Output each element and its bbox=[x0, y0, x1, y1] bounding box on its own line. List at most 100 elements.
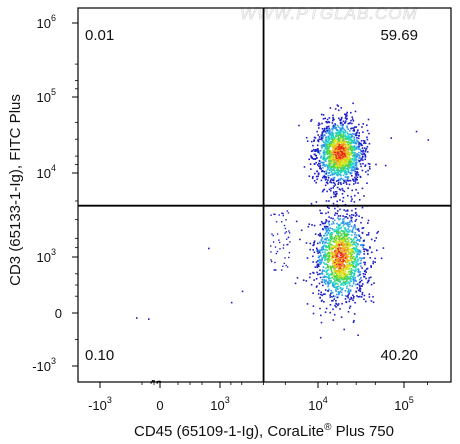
event-dot bbox=[320, 155, 322, 158]
event-dot bbox=[340, 291, 343, 294]
event-dot bbox=[332, 159, 335, 161]
event-dot bbox=[338, 244, 340, 247]
event-dot bbox=[334, 207, 336, 210]
event-dot bbox=[345, 118, 348, 120]
event-dot bbox=[329, 133, 331, 136]
event-dot bbox=[322, 175, 325, 178]
event-dot bbox=[349, 290, 352, 293]
event-dot bbox=[351, 158, 354, 160]
event-dot bbox=[338, 277, 341, 280]
event-dot bbox=[355, 265, 358, 267]
event-dot bbox=[346, 137, 349, 139]
event-dot bbox=[366, 267, 369, 270]
event-dot bbox=[366, 253, 369, 255]
event-dot bbox=[323, 188, 326, 191]
event-dot bbox=[340, 254, 343, 256]
event-dot bbox=[317, 164, 319, 166]
event-dot bbox=[337, 303, 340, 305]
watermark: WWW.PTGLAB.COM bbox=[240, 4, 418, 23]
event-dot bbox=[354, 236, 356, 238]
event-dot bbox=[356, 250, 359, 253]
event-dot bbox=[320, 221, 323, 223]
event-dot bbox=[335, 241, 337, 243]
event-dot bbox=[340, 258, 343, 260]
event-dot bbox=[354, 142, 357, 145]
event-dot bbox=[309, 163, 312, 165]
event-dot bbox=[370, 276, 372, 279]
event-dot bbox=[415, 130, 418, 133]
event-dot bbox=[324, 257, 327, 259]
event-dot bbox=[335, 247, 337, 250]
event-dot bbox=[321, 138, 323, 141]
y-tick-label: 105 bbox=[37, 87, 56, 105]
event-dot bbox=[345, 249, 348, 251]
event-dot bbox=[328, 157, 331, 160]
event-dot bbox=[333, 193, 335, 195]
event-dot bbox=[363, 152, 366, 155]
event-dot bbox=[352, 238, 355, 240]
event-dot bbox=[358, 253, 361, 256]
event-dot bbox=[329, 239, 332, 242]
event-dot bbox=[335, 162, 337, 165]
event-dot bbox=[342, 258, 345, 261]
event-dot bbox=[351, 241, 353, 243]
event-dot bbox=[324, 222, 326, 225]
event-dot bbox=[320, 212, 322, 214]
event-dot bbox=[342, 255, 344, 257]
event-dot bbox=[354, 301, 356, 304]
event-dot bbox=[338, 285, 340, 288]
event-dot bbox=[350, 127, 352, 130]
event-dot bbox=[356, 155, 358, 158]
event-dot bbox=[351, 162, 353, 165]
event-dot bbox=[356, 139, 358, 141]
event-dot bbox=[321, 246, 323, 249]
event-dot bbox=[375, 163, 377, 166]
event-dot bbox=[334, 258, 337, 261]
event-dot bbox=[344, 216, 346, 218]
event-dot bbox=[341, 141, 343, 143]
event-dot bbox=[348, 270, 350, 273]
event-dot bbox=[332, 217, 334, 220]
event-dot bbox=[331, 276, 333, 279]
event-dot bbox=[156, 382, 158, 384]
event-dot bbox=[337, 246, 339, 248]
event-dot bbox=[351, 135, 354, 138]
event-dot bbox=[327, 228, 330, 231]
event-dot bbox=[334, 263, 337, 265]
event-dot bbox=[339, 153, 342, 155]
event-dot bbox=[319, 149, 322, 152]
event-dot bbox=[351, 253, 353, 256]
event-dot bbox=[323, 149, 326, 152]
event-dot bbox=[352, 142, 355, 144]
event-dot bbox=[351, 155, 354, 157]
event-dot bbox=[344, 145, 347, 148]
event-dot bbox=[352, 248, 355, 250]
event-dot bbox=[349, 289, 352, 291]
event-dot bbox=[362, 244, 365, 246]
event-dot bbox=[321, 161, 324, 164]
event-dot bbox=[324, 130, 327, 133]
event-dot bbox=[344, 295, 347, 297]
event-dot bbox=[328, 163, 330, 165]
event-dot bbox=[327, 281, 329, 283]
event-dot bbox=[334, 172, 336, 174]
event-dot bbox=[330, 150, 333, 152]
event-dot bbox=[312, 144, 314, 147]
event-dot bbox=[359, 250, 362, 253]
event-dot bbox=[340, 144, 342, 147]
event-dot bbox=[356, 268, 359, 270]
event-dot bbox=[339, 235, 342, 237]
event-dot bbox=[319, 241, 321, 243]
event-dot bbox=[351, 151, 354, 154]
event-dot bbox=[316, 265, 318, 267]
event-dot bbox=[342, 218, 344, 221]
event-dot bbox=[342, 178, 344, 180]
event-dot bbox=[353, 313, 356, 315]
event-dot bbox=[319, 250, 321, 253]
event-dot bbox=[325, 258, 327, 261]
event-dot bbox=[351, 264, 353, 267]
event-dot bbox=[366, 136, 368, 139]
event-dot bbox=[351, 244, 354, 246]
event-dot bbox=[336, 174, 339, 177]
event-dot bbox=[343, 135, 345, 138]
